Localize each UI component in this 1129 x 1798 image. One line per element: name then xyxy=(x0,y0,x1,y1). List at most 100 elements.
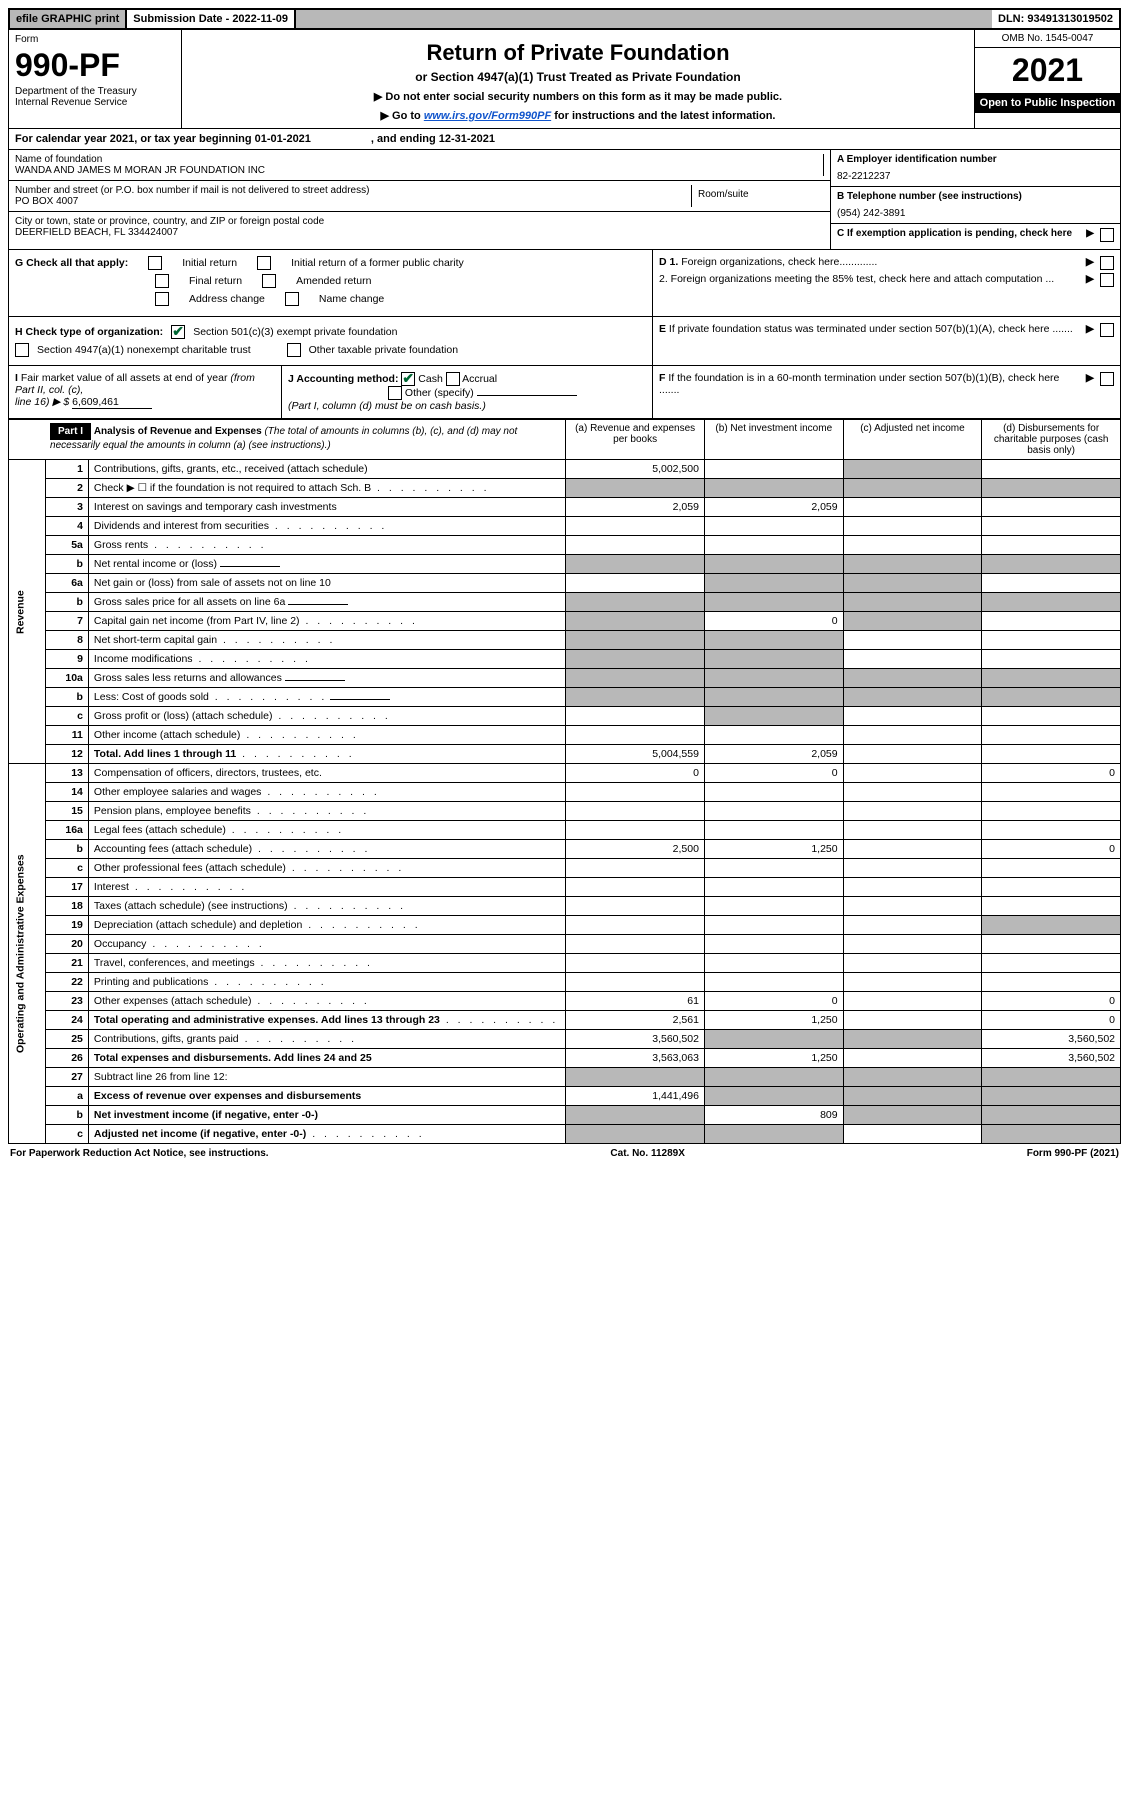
h-label: H Check type of organization: xyxy=(15,326,163,338)
part1-table: Part I Analysis of Revenue and Expenses … xyxy=(8,419,1121,1144)
j-cash: Cash xyxy=(418,373,443,385)
part1-title: Analysis of Revenue and Expenses xyxy=(94,426,262,437)
row-number: 4 xyxy=(45,517,88,536)
row-desc: Contributions, gifts, grants, etc., rece… xyxy=(88,460,565,479)
row-desc: Less: Cost of goods sold xyxy=(88,688,565,707)
cell-a: 61 xyxy=(566,992,705,1011)
cell-c xyxy=(843,517,982,536)
name-row: Name of foundation WANDA AND JAMES M MOR… xyxy=(9,150,830,181)
e-checkbox[interactable] xyxy=(1100,323,1114,337)
501c3-checkbox[interactable] xyxy=(171,325,185,339)
section-h-e: H Check type of organization: Section 50… xyxy=(8,317,1121,366)
table-row: 15Pension plans, employee benefits xyxy=(9,802,1121,821)
row-desc: Depreciation (attach schedule) and deple… xyxy=(88,916,565,935)
table-row: 27Subtract line 26 from line 12: xyxy=(9,1068,1121,1087)
arrow-icon: ▶ xyxy=(1086,372,1094,384)
form-label: Form xyxy=(15,34,175,45)
spacer xyxy=(296,10,992,28)
g-final: Final return xyxy=(189,275,242,287)
i-line16: line 16) ▶ $ xyxy=(15,396,69,408)
form-number: 990-PF xyxy=(15,47,175,84)
h-other: Other taxable private foundation xyxy=(309,344,458,356)
row-desc: Travel, conferences, and meetings xyxy=(88,954,565,973)
d2-checkbox[interactable] xyxy=(1100,273,1114,287)
ein-label: A Employer identification number xyxy=(837,154,1114,165)
table-row: 25Contributions, gifts, grants paid3,560… xyxy=(9,1030,1121,1049)
row-number: 17 xyxy=(45,878,88,897)
final-checkbox[interactable] xyxy=(155,274,169,288)
4947-checkbox[interactable] xyxy=(15,343,29,357)
row-desc: Net investment income (if negative, ente… xyxy=(88,1106,565,1125)
row-desc: Interest xyxy=(88,878,565,897)
cell-c xyxy=(843,878,982,897)
cell-b xyxy=(704,460,843,479)
row-number: 18 xyxy=(45,897,88,916)
cell-b xyxy=(704,479,843,498)
cell-a xyxy=(566,650,705,669)
g-initial: Initial return xyxy=(182,257,237,269)
cell-d xyxy=(982,479,1121,498)
other-method-checkbox[interactable] xyxy=(388,386,402,400)
cell-a: 2,059 xyxy=(566,498,705,517)
cell-c xyxy=(843,764,982,783)
cell-d xyxy=(982,707,1121,726)
f-checkbox[interactable] xyxy=(1100,372,1114,386)
row-desc: Capital gain net income (from Part IV, l… xyxy=(88,612,565,631)
row-number: 22 xyxy=(45,973,88,992)
addr-change-checkbox[interactable] xyxy=(155,292,169,306)
cell-d: 0 xyxy=(982,764,1121,783)
row-number: 23 xyxy=(45,992,88,1011)
table-row: cOther professional fees (attach schedul… xyxy=(9,859,1121,878)
d1-checkbox[interactable] xyxy=(1100,256,1114,270)
accrual-checkbox[interactable] xyxy=(446,372,460,386)
cash-checkbox[interactable] xyxy=(401,372,415,386)
row-number: b xyxy=(45,555,88,574)
cell-d xyxy=(982,878,1121,897)
cell-a: 3,560,502 xyxy=(566,1030,705,1049)
d1-label: D 1. D 1. Foreign organizations, check h… xyxy=(659,256,1080,268)
amended-checkbox[interactable] xyxy=(262,274,276,288)
row-number: 14 xyxy=(45,783,88,802)
irs-link[interactable]: www.irs.gov/Form990PF xyxy=(424,110,551,122)
cell-d: 3,560,502 xyxy=(982,1030,1121,1049)
footer-left: For Paperwork Reduction Act Notice, see … xyxy=(10,1148,269,1159)
cell-c xyxy=(843,536,982,555)
part1-header: Part I xyxy=(50,423,91,440)
cell-b xyxy=(704,878,843,897)
table-row: 6aNet gain or (loss) from sale of assets… xyxy=(9,574,1121,593)
e-label: E If private foundation status was termi… xyxy=(659,323,1080,335)
cell-b xyxy=(704,593,843,612)
cell-c xyxy=(843,897,982,916)
cell-c xyxy=(843,992,982,1011)
cell-c xyxy=(843,593,982,612)
cell-d: 0 xyxy=(982,1011,1121,1030)
cell-a xyxy=(566,783,705,802)
row-desc: Check ▶ ☐ if the foundation is not requi… xyxy=(88,479,565,498)
instr-1: ▶ Do not enter social security numbers o… xyxy=(188,90,968,103)
row-desc: Subtract line 26 from line 12: xyxy=(88,1068,565,1087)
cell-d xyxy=(982,821,1121,840)
cell-d xyxy=(982,612,1121,631)
cell-c xyxy=(843,707,982,726)
initial-former-checkbox[interactable] xyxy=(257,256,271,270)
cell-a xyxy=(566,517,705,536)
table-row: bGross sales price for all assets on lin… xyxy=(9,593,1121,612)
cell-c xyxy=(843,1011,982,1030)
initial-checkbox[interactable] xyxy=(148,256,162,270)
cell-d xyxy=(982,1087,1121,1106)
cell-b xyxy=(704,935,843,954)
cell-d xyxy=(982,783,1121,802)
cell-b xyxy=(704,688,843,707)
table-row: 12Total. Add lines 1 through 115,004,559… xyxy=(9,745,1121,764)
name-change-checkbox[interactable] xyxy=(285,292,299,306)
cell-a xyxy=(566,479,705,498)
cell-c xyxy=(843,650,982,669)
c-checkbox[interactable] xyxy=(1100,228,1114,242)
cell-c xyxy=(843,954,982,973)
tax-year: 2021 xyxy=(975,48,1120,93)
other-taxable-checkbox[interactable] xyxy=(287,343,301,357)
table-row: bAccounting fees (attach schedule)2,5001… xyxy=(9,840,1121,859)
cell-b xyxy=(704,1087,843,1106)
cell-a xyxy=(566,555,705,574)
cell-c xyxy=(843,555,982,574)
